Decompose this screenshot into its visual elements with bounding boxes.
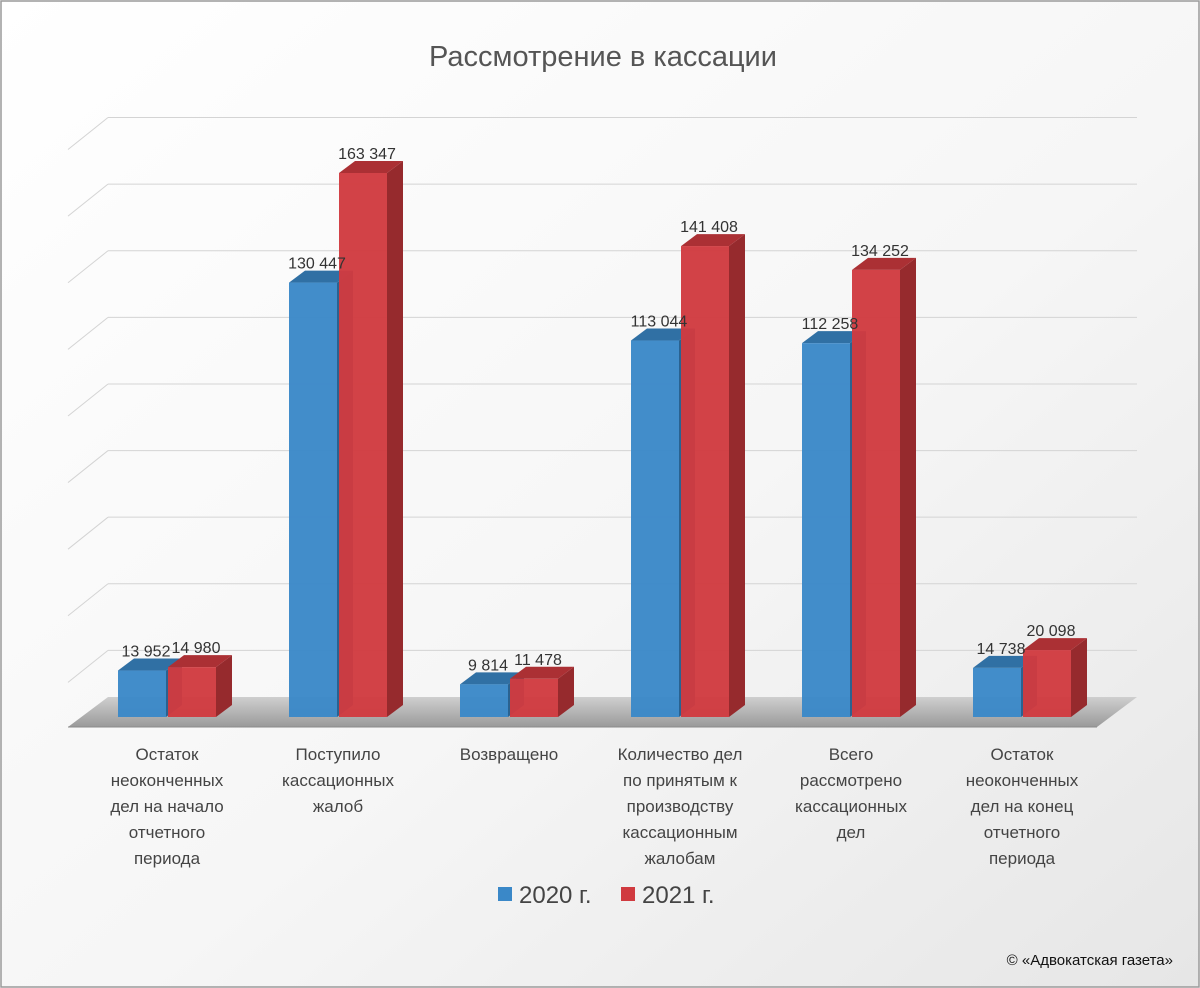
legend-label: 2021 г. (642, 882, 715, 909)
value-label: 14 980 (172, 640, 221, 657)
chart-title: Рассмотрение в кассации (429, 41, 777, 73)
legend-swatch (621, 887, 635, 901)
category-label: Остаток неоконченных дел на начало отчетног… (110, 745, 223, 868)
category-label: Остаток неоконченных дел на конец отчетного… (966, 745, 1079, 868)
bar-2021 (339, 161, 403, 717)
value-label: 141 408 (680, 219, 738, 236)
gridline (67, 383, 1137, 417)
value-label: 13 952 (122, 644, 171, 661)
value-label: 113 044 (631, 314, 688, 331)
gridline (67, 516, 1137, 550)
value-label: 9 814 (468, 657, 508, 674)
category-label: Всего рассмотрено кассационных дел (795, 745, 907, 842)
legend-item-2020: 2020 г. (498, 882, 592, 909)
copyright-text: © «Адвокатская газета» (1007, 952, 1173, 969)
value-label: 112 258 (802, 316, 859, 333)
legend-label: 2020 г. (519, 882, 592, 909)
gridline (67, 583, 1137, 617)
bar-2021 (1023, 638, 1087, 717)
value-label: 163 347 (338, 146, 396, 163)
bar-2021 (168, 655, 232, 717)
value-label: 20 098 (1027, 623, 1076, 640)
gridline (67, 250, 1137, 284)
bar-2020 (460, 672, 524, 717)
legend-item-2021: 2021 г. (621, 882, 715, 909)
category-label: Возвращено (460, 745, 558, 764)
bar-2021 (681, 234, 745, 717)
value-label: 14 738 (977, 641, 1026, 658)
bar-2021 (852, 257, 916, 717)
gridline (67, 450, 1137, 483)
gridline (67, 117, 1137, 150)
category-label: Поступило кассационных жалоб (282, 745, 394, 816)
value-label: 130 447 (288, 256, 346, 273)
value-label: 11 478 (514, 652, 562, 669)
legend-swatch (498, 887, 512, 901)
category-label: Количество дел по принятым к производству к… (618, 745, 743, 868)
gridline (67, 649, 1137, 683)
bar-2021 (510, 666, 574, 717)
gridline (67, 183, 1137, 217)
value-label: 134 252 (851, 243, 909, 260)
gridline (67, 316, 1137, 350)
